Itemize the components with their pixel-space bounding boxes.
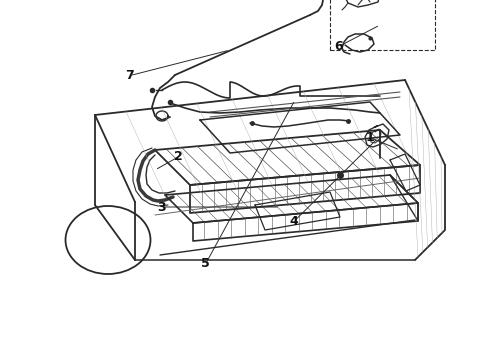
Text: 7: 7 [125, 69, 134, 82]
Text: 3: 3 [157, 201, 166, 213]
Text: 2: 2 [174, 150, 183, 163]
Bar [330, 0, 435, 50]
Text: 6: 6 [334, 40, 343, 53]
Text: 5: 5 [201, 257, 210, 270]
Text: 4: 4 [290, 215, 298, 228]
Text: 1: 1 [366, 131, 374, 144]
